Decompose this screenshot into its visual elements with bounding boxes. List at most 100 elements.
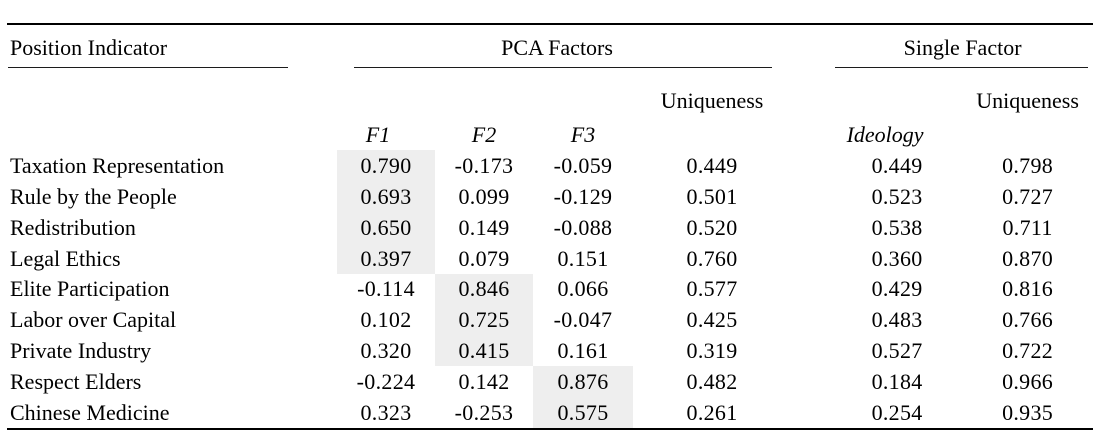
single-uniqueness-cell: 0.798 [1002, 152, 1054, 178]
f2-cell: 0.415 [435, 335, 533, 367]
table-row: Elite Participation -0.114 0.846 0.066 0.577… [7, 273, 1093, 305]
column-header-f3: F3 [570, 121, 596, 147]
column-header-position-indicator: Position Indicator [10, 34, 168, 60]
pca-uniqueness-cell: 0.520 [686, 214, 738, 240]
spacer-cell [633, 243, 647, 274]
single-uniqueness-cell: 0.722 [1002, 338, 1054, 364]
f1-cell: 0.323 [360, 400, 412, 426]
f1-cell: 0.102 [360, 307, 412, 333]
pca-uniqueness-cell: 0.482 [686, 369, 738, 395]
f1-cell: -0.114 [357, 276, 415, 302]
ideology-cell: 0.483 [871, 307, 923, 333]
row-label-cell: Redistribution [10, 214, 136, 240]
position-indicator-underline [8, 67, 288, 68]
ideology-cell: 0.523 [871, 183, 923, 209]
f3-cell: 0.066 [557, 276, 609, 302]
column-group-pca-factors: PCA Factors [501, 34, 613, 60]
f3-cell: -0.129 [553, 183, 613, 209]
pca-uniqueness-cell: 0.319 [686, 338, 738, 364]
column-header-f2: F2 [471, 121, 497, 147]
f2-cell: -0.253 [454, 400, 514, 426]
ideology-cell: 0.184 [871, 369, 923, 395]
table-row: Private Industry 0.320 0.415 0.161 0.319 0.52… [7, 335, 1093, 367]
table-row: Respect Elders -0.224 0.142 0.876 0.482 0.184… [7, 366, 1093, 398]
ideology-cell: 0.254 [871, 400, 923, 426]
f3-cell: 0.876 [533, 366, 633, 398]
f2-cell: 0.099 [458, 183, 510, 209]
ideology-cell: 0.429 [871, 276, 923, 302]
row-label-cell: Respect Elders [10, 369, 142, 395]
pca-uniqueness-cell: 0.577 [686, 276, 738, 302]
ideology-cell: 0.360 [871, 245, 923, 271]
spacer-cell [633, 150, 647, 181]
pca-factor-table: Position Indicator PCA Factors Single Fa… [7, 23, 1094, 431]
table-header: Position Indicator PCA Factors Single Fa… [7, 24, 1093, 150]
row-label-cell: Elite Participation [10, 276, 170, 302]
row-label-cell: Labor over Capital [10, 307, 177, 333]
pca-uniqueness-cell: 0.261 [686, 400, 738, 426]
gap-cell [777, 335, 832, 366]
factor-header-row: F1 F2 F3 Ideology [7, 115, 1093, 150]
table-body: Taxation Representation 0.790 -0.173 -0.059… [7, 150, 1093, 430]
f3-cell: -0.059 [553, 152, 613, 178]
single-factor-underline [835, 67, 1089, 68]
spacer-cell [633, 304, 647, 335]
table-row: Taxation Representation 0.790 -0.173 -0.059… [7, 150, 1093, 181]
f2-cell: 0.142 [458, 369, 510, 395]
spacer-cell [633, 274, 647, 305]
single-uniqueness-cell: 0.816 [1002, 276, 1054, 302]
group-underline-row [7, 67, 1093, 72]
f2-cell: -0.173 [454, 152, 514, 178]
f1-cell: 0.397 [337, 242, 435, 274]
row-label-cell: Taxation Representation [10, 152, 225, 178]
single-uniqueness-cell: 0.766 [1002, 307, 1054, 333]
f3-cell: 0.575 [533, 397, 633, 430]
single-uniqueness-cell: 0.966 [1002, 369, 1054, 395]
column-header-single-uniqueness: Uniqueness [976, 87, 1079, 113]
f2-cell: 0.149 [458, 214, 510, 240]
pca-uniqueness-cell: 0.425 [686, 307, 738, 333]
row-label-cell: Chinese Medicine [10, 400, 170, 426]
f1-cell: 0.320 [360, 338, 412, 364]
single-uniqueness-cell: 0.935 [1002, 400, 1054, 426]
single-uniqueness-cell: 0.870 [1002, 245, 1054, 271]
table-row: Labor over Capital 0.102 0.725 -0.047 0.425 0… [7, 304, 1093, 336]
single-uniqueness-cell: 0.711 [1002, 214, 1053, 240]
f3-cell: -0.088 [553, 214, 613, 240]
pca-uniqueness-cell: 0.449 [686, 152, 738, 178]
group-header-row: Position Indicator PCA Factors Single Fa… [7, 24, 1093, 67]
ideology-cell: 0.527 [871, 338, 923, 364]
f3-cell: -0.047 [553, 307, 613, 333]
f3-cell: 0.161 [557, 338, 609, 364]
f3-cell: 0.151 [557, 245, 609, 271]
gap-cell [777, 150, 832, 181]
row-label-cell: Rule by the People [10, 183, 177, 209]
table-row: Rule by the People 0.693 0.099 -0.129 0.501 0… [7, 180, 1093, 212]
ideology-cell: 0.449 [871, 152, 923, 178]
f1-cell: 0.790 [337, 150, 435, 181]
spacer-cell [633, 397, 647, 429]
column-header-pca-uniqueness: Uniqueness [660, 87, 764, 113]
f1-cell: -0.224 [356, 369, 416, 395]
column-header-ideology: Ideology [846, 121, 924, 147]
f2-cell: 0.725 [435, 304, 533, 336]
gap-cell [777, 366, 832, 397]
pca-factors-underline [354, 67, 773, 68]
gap-cell [777, 181, 832, 212]
f2-cell: 0.079 [458, 245, 510, 271]
table-row: Legal Ethics 0.397 0.079 0.151 0.760 0.360 0.8… [7, 242, 1093, 274]
column-group-single-factor: Single Factor [903, 34, 1022, 60]
spacer-cell [633, 181, 647, 212]
column-gap [777, 24, 832, 67]
uniqueness-header-row: Uniqueness Uniqueness [7, 72, 1093, 115]
f1-cell: 0.650 [337, 211, 435, 243]
f2-cell: 0.846 [435, 273, 533, 305]
table-row: Chinese Medicine 0.323 -0.253 0.575 0.261 0.2… [7, 397, 1093, 430]
single-uniqueness-cell: 0.727 [1002, 183, 1054, 209]
spacer-cell [633, 366, 647, 397]
table-row: Redistribution 0.650 0.149 -0.088 0.520 0.538… [7, 211, 1093, 243]
gap-cell [777, 397, 832, 429]
gap-cell [777, 243, 832, 274]
spacer-cell [633, 212, 647, 243]
